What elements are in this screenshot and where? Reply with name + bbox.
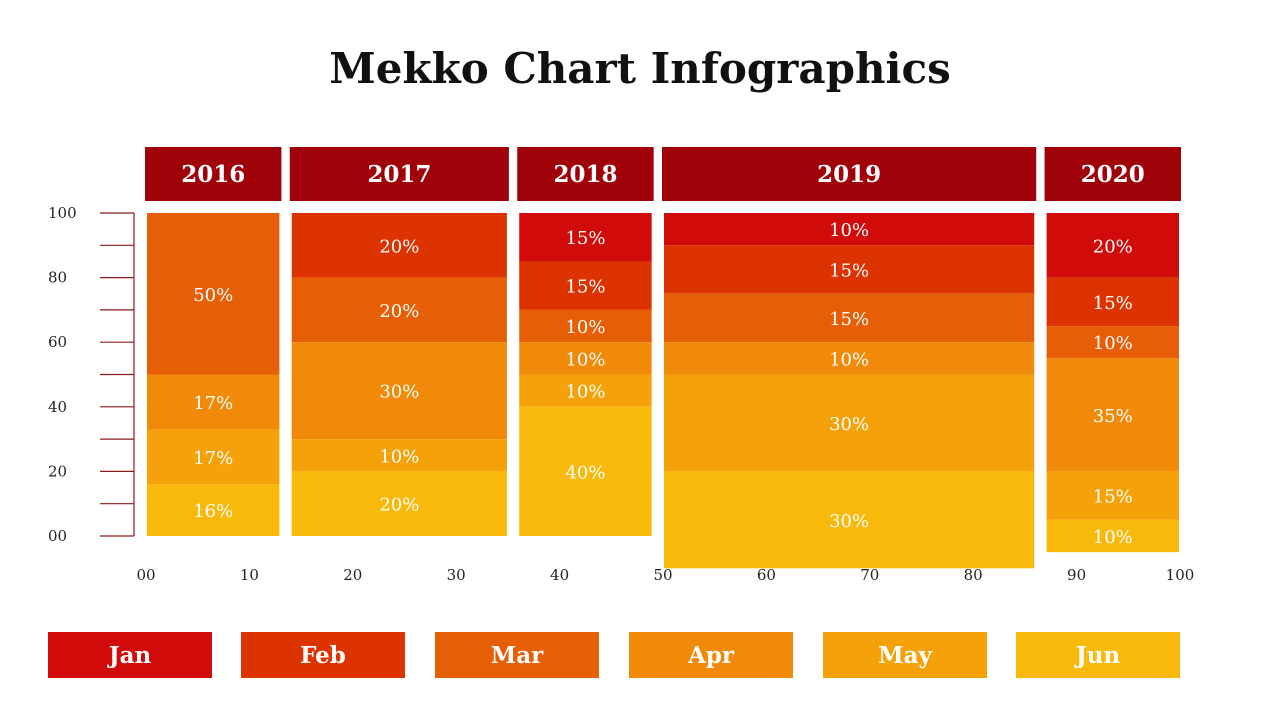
segment-2018-may xyxy=(519,374,652,407)
y-tick-label: 40 xyxy=(48,398,67,416)
data-label-2019-may: 30% xyxy=(829,414,869,435)
x-tick-label: 40 xyxy=(550,566,569,584)
column-header-2018 xyxy=(517,147,654,201)
x-tick-label: 90 xyxy=(1067,566,1086,584)
column-header-label-2018: 2018 xyxy=(553,161,617,188)
chart-title: Mekko Chart Infographics xyxy=(329,44,951,93)
x-tick-label: 50 xyxy=(653,566,672,584)
data-label-2019-jan: 10% xyxy=(829,220,869,241)
segment-2019-jun xyxy=(664,471,1035,569)
legend-jun: Jun xyxy=(1016,632,1180,678)
column-header-2017 xyxy=(289,147,509,201)
segment-2019-apr xyxy=(664,342,1035,375)
segment-2020-jun xyxy=(1046,519,1179,553)
data-label-2019-mar: 15% xyxy=(829,309,869,330)
segment-2019-jan xyxy=(664,213,1035,246)
data-label-2018-mar: 10% xyxy=(565,317,605,338)
x-tick-label: 100 xyxy=(1166,566,1195,584)
data-label-2016-apr: 17% xyxy=(193,393,233,414)
segment-2019-feb xyxy=(664,245,1035,294)
data-label-2018-jan: 15% xyxy=(565,228,605,249)
segment-2018-jan xyxy=(519,213,652,262)
data-label-2016-jun: 16% xyxy=(193,501,233,522)
data-label-2018-feb: 15% xyxy=(565,277,605,298)
y-tick-label: 00 xyxy=(48,527,67,545)
column-header-2019 xyxy=(662,147,1037,201)
data-label-2020-apr: 35% xyxy=(1093,406,1133,427)
segment-2016-may xyxy=(147,429,280,485)
y-tick-label: 100 xyxy=(48,204,77,222)
segment-2017-mar xyxy=(291,277,507,343)
y-tick-label: 20 xyxy=(48,462,67,480)
data-label-2017-mar: 20% xyxy=(379,301,419,322)
data-label-2017-jun: 20% xyxy=(379,495,419,516)
data-label-2019-jun: 30% xyxy=(829,511,869,532)
data-label-2016-mar: 50% xyxy=(193,285,233,306)
segment-2017-jun xyxy=(291,471,507,536)
x-tick-label: 30 xyxy=(447,566,466,584)
segment-2018-feb xyxy=(519,261,652,310)
data-label-2018-jun: 40% xyxy=(565,462,605,483)
data-label-2017-feb: 20% xyxy=(379,236,419,257)
data-label-2016-may: 17% xyxy=(193,448,233,469)
segment-2017-apr xyxy=(291,342,507,440)
legend-may: May xyxy=(823,632,987,678)
data-label-2020-jun: 10% xyxy=(1093,527,1133,548)
data-label-2017-apr: 30% xyxy=(379,382,419,403)
x-tick-label: 60 xyxy=(757,566,776,584)
y-tick-label: 80 xyxy=(48,269,67,287)
data-label-2020-jan: 20% xyxy=(1093,236,1133,257)
x-tick-label: 00 xyxy=(136,566,155,584)
segment-2020-apr xyxy=(1046,358,1179,472)
segment-2020-feb xyxy=(1046,277,1179,327)
segment-2019-may xyxy=(664,374,1035,472)
legend-apr: Apr xyxy=(629,632,793,678)
data-label-2017-may: 10% xyxy=(379,446,419,467)
column-header-label-2016: 2016 xyxy=(181,161,245,188)
segment-2017-may xyxy=(291,439,507,472)
data-label-2019-feb: 15% xyxy=(829,261,869,282)
segment-2017-feb xyxy=(291,213,507,278)
data-label-2020-may: 15% xyxy=(1093,487,1133,508)
x-tick-label: 80 xyxy=(964,566,983,584)
column-header-2020 xyxy=(1044,147,1181,201)
segment-2020-may xyxy=(1046,471,1179,520)
data-label-2018-apr: 10% xyxy=(565,349,605,370)
segment-2018-mar xyxy=(519,309,652,343)
segment-2020-mar xyxy=(1046,326,1179,359)
data-label-2019-apr: 10% xyxy=(829,349,869,370)
data-label-2020-feb: 15% xyxy=(1093,293,1133,314)
segment-2019-mar xyxy=(664,293,1035,343)
segment-2016-jun xyxy=(147,484,280,536)
y-tick-label: 60 xyxy=(48,333,67,351)
data-label-2018-may: 10% xyxy=(565,382,605,403)
column-header-label-2017: 2017 xyxy=(367,161,431,188)
segment-2020-jan xyxy=(1046,213,1179,278)
column-header-2016 xyxy=(145,147,282,201)
segment-2018-apr xyxy=(519,342,652,375)
legend-mar: Mar xyxy=(435,632,599,678)
legend-feb: Feb xyxy=(241,632,405,678)
segment-2016-mar xyxy=(147,213,280,375)
column-header-label-2020: 2020 xyxy=(1081,161,1145,188)
legend-jan: Jan xyxy=(48,632,212,678)
column-header-label-2019: 2019 xyxy=(817,161,881,188)
segment-2018-jun xyxy=(519,406,652,536)
data-label-2020-mar: 10% xyxy=(1093,333,1133,354)
x-tick-label: 70 xyxy=(860,566,879,584)
segment-2016-apr xyxy=(147,374,280,430)
x-tick-label: 10 xyxy=(240,566,259,584)
x-tick-label: 20 xyxy=(343,566,362,584)
